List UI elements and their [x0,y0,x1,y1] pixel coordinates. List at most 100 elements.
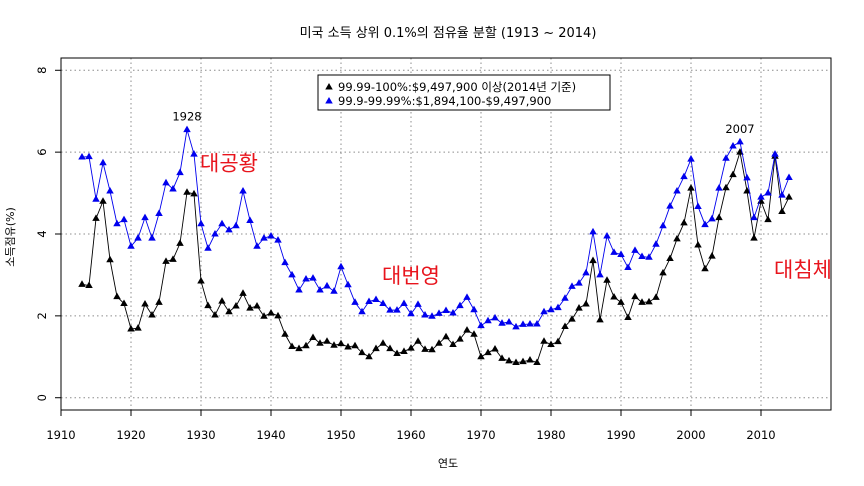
data-point [428,312,436,319]
data-point [197,219,205,227]
y-tick-label: 4 [35,230,49,237]
data-point [211,229,219,237]
data-point [715,184,723,191]
data-point [330,287,338,294]
data-point [190,189,198,197]
data-point [708,252,716,259]
data-point [344,280,352,288]
data-point [463,326,471,333]
data-point [365,352,373,360]
data-point [743,186,751,194]
data-point [659,268,667,276]
data-point [785,193,793,200]
data-point [708,214,716,222]
x-tick-label: 1960 [396,428,425,442]
data-point [134,234,142,241]
series-line [81,152,790,364]
data-point [575,279,583,286]
data-point [449,340,457,347]
data-point [624,263,632,271]
data-point [323,281,331,289]
data-point [106,255,114,263]
data-point [764,215,772,223]
data-point [421,310,429,318]
data-point [148,310,156,318]
data-point [687,155,695,162]
data-point [729,141,737,149]
data-point [295,286,303,293]
x-tick-label: 1950 [326,428,355,442]
data-point [554,337,562,345]
data-point [680,218,688,226]
data-point [645,297,653,305]
grid [60,58,831,410]
data-point [281,258,289,266]
data-point [421,345,429,352]
data-point [288,270,296,278]
data-point [463,293,471,300]
data-point [701,220,709,228]
data-point [162,257,170,264]
data-point [673,234,681,242]
data-point [155,209,163,217]
y-tick-label: 8 [35,67,49,74]
data-point [722,183,730,191]
data-point [491,344,499,352]
data-point [652,293,660,300]
data-point [232,221,240,229]
data-point [778,207,786,214]
data-point [85,152,93,160]
legend-marker [325,82,333,90]
x-tick-label: 1920 [116,428,145,442]
data-point [106,186,114,194]
data-point [302,274,310,282]
data-point [162,178,170,186]
data-point [512,358,520,366]
data-point [561,322,569,329]
data-point [701,264,709,272]
data-point [414,337,422,344]
x-tick-label: 1940 [256,428,285,442]
data-point [225,225,233,233]
data-point [540,337,548,344]
data-point [477,352,485,360]
data-point [624,313,632,320]
data-point [176,239,184,246]
data-point [610,248,618,255]
data-point [519,320,527,327]
data-point [470,305,478,313]
y-tick-label: 2 [35,312,49,319]
data-point [379,299,387,307]
data-point [316,339,324,346]
data-point [379,339,387,346]
data-point [344,342,352,350]
data-point [239,289,247,296]
data-point [148,234,156,241]
data-point [568,282,576,289]
data-point [323,337,331,344]
data-point [582,299,590,307]
data-point [582,268,590,276]
data-point [596,315,604,323]
data-point [176,168,184,176]
data-point [253,301,261,309]
data-point [673,186,681,194]
y-tick-label: 6 [35,148,49,155]
data-point [393,349,401,356]
data-point [407,344,415,351]
data-point [491,313,499,321]
data-point [260,312,268,319]
data-point [610,292,618,300]
axes: 1910 1920 1930 1940 1950 1960 1970 1980 1990 2000… [35,67,776,442]
data-point [666,254,674,262]
data-point [302,341,310,349]
data-point [358,348,366,356]
data-point [694,241,702,248]
period-label: 대번영 [382,264,440,288]
data-point [211,310,219,318]
data-point [596,270,604,278]
data-point [540,307,548,315]
data-point [519,357,527,365]
